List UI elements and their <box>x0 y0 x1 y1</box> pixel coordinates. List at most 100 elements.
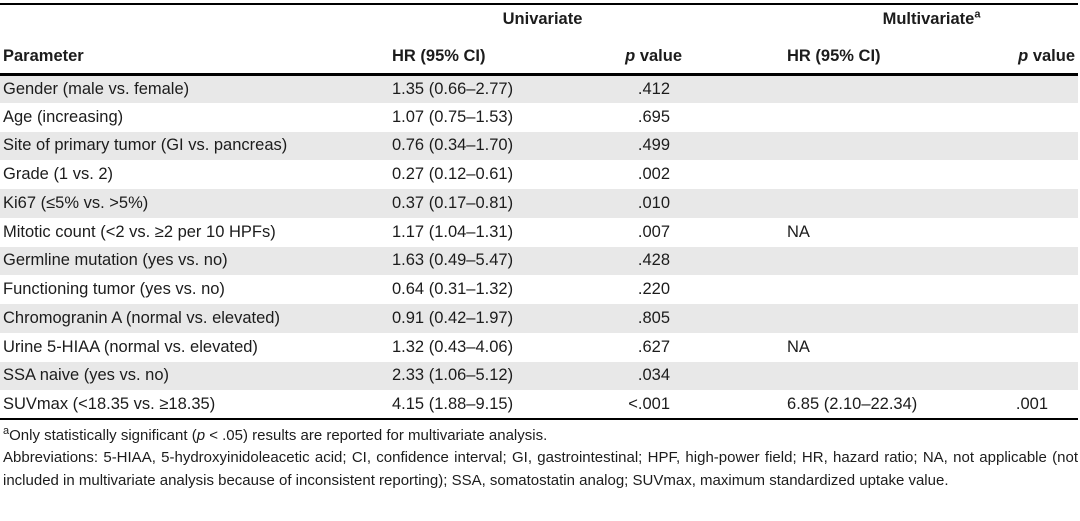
multivariate-hr-cell <box>785 247 955 276</box>
univariate-group-header: Univariate <box>390 4 695 40</box>
parameter-cell: Ki67 (≤5% vs. >5%) <box>3 193 149 212</box>
table-row: SUVmax (<18.35 vs. ≥18.35) 4.15 (1.88–9.1… <box>0 390 1078 419</box>
parameter-cell: Gender (male vs. female) <box>3 79 190 98</box>
multivariate-pvalue-column-header: p value <box>955 40 1078 74</box>
p-symbol: p <box>1018 46 1029 65</box>
multivariate-hr-cell: 6.85 (2.10–22.34) <box>787 394 918 413</box>
multivariate-p-cell <box>955 218 1078 247</box>
footnote-text: Only statistically significant ( <box>9 427 197 444</box>
p-symbol: p <box>625 46 636 65</box>
gap-cell <box>695 132 785 161</box>
multivariate-p-cell <box>955 160 1078 189</box>
abbreviations-footnote: Abbreviations: 5-HIAA, 5-hydroxyinidolea… <box>3 449 1078 489</box>
univariate-pvalue-column-header: p value <box>558 40 695 74</box>
footnote-marker: a <box>3 425 10 437</box>
gap-cell <box>695 103 785 132</box>
multivariate-hr-cell <box>785 304 955 333</box>
univariate-label: Univariate <box>502 10 583 28</box>
parameter-column-header: Parameter <box>3 46 84 65</box>
multivariate-p-cell <box>955 362 1078 391</box>
footnote-text: < .05) results are reported for multivar… <box>205 427 548 444</box>
multivariate-hr-cell <box>785 74 955 103</box>
parameter-cell: Mitotic count (<2 vs. ≥2 per 10 HPFs) <box>3 222 276 241</box>
univariate-p-cell: .695 <box>637 107 671 126</box>
univariate-p-cell: .220 <box>637 280 671 299</box>
multivariate-p-cell <box>955 74 1078 103</box>
table-row: Age (increasing) 1.07 (0.75–1.53) .695 <box>0 103 1078 132</box>
table-row: Urine 5-HIAA (normal vs. elevated) 1.32 (… <box>0 333 1078 362</box>
p-value-word: value <box>1028 46 1076 65</box>
multivariate-hr-cell <box>785 189 955 218</box>
table-row: SSA naive (yes vs. no) 2.33 (1.06–5.12) .0… <box>0 361 1079 391</box>
multivariate-p-cell <box>955 304 1078 333</box>
table-footnotes: aOnly statistically significant (p < .05… <box>0 425 1078 492</box>
table-row: Ki67 (≤5% vs. >5%) 0.37 (0.17–0.81) .010 <box>0 189 1079 218</box>
table-row: Functioning tumor (yes vs. no) 0.64 (0.31… <box>0 275 1078 304</box>
parameter-cell: Age (increasing) <box>3 107 124 126</box>
univariate-hr-cell: 2.33 (1.06–5.12) <box>392 366 514 385</box>
multivariate-group-header: Multivariatea <box>785 4 1078 40</box>
parameter-cell: Functioning tumor (yes vs. no) <box>3 280 225 299</box>
parameter-cell: Chromogranin A (normal vs. elevated) <box>3 308 280 327</box>
analysis-table-figure: Univariate Multivariatea Parameter HR (9… <box>0 3 1079 492</box>
parameter-cell: Urine 5-HIAA (normal vs. elevated) <box>3 337 258 356</box>
column-header-row: Parameter HR (95% CI) p value HR (95% CI… <box>0 40 1078 74</box>
table-row: Mitotic count (<2 vs. ≥2 per 10 HPFs) 1.1… <box>0 218 1078 247</box>
univariate-hr-cell: 0.64 (0.31–1.32) <box>392 280 514 299</box>
gap-header-cell <box>695 40 785 74</box>
univariate-hr-cell: 1.35 (0.66–2.77) <box>392 79 514 98</box>
gap-cell <box>695 218 785 247</box>
multivariate-hr-cell <box>785 362 955 391</box>
univariate-hr-cell: 0.91 (0.42–1.97) <box>392 308 514 327</box>
multivariate-p-cell <box>955 247 1078 276</box>
multivariate-hr-column-header: HR (95% CI) <box>787 46 881 65</box>
table-body: Gender (male vs. female) 1.35 (0.66–2.77)… <box>0 74 1079 419</box>
p-symbol: p <box>196 427 206 444</box>
gap-cell <box>695 390 785 419</box>
univariate-p-cell: .805 <box>637 308 671 327</box>
table-row: Grade (1 vs. 2) 0.27 (0.12–0.61) .002 <box>0 160 1078 189</box>
univariate-hr-cell: 1.63 (0.49–5.47) <box>392 251 514 270</box>
table-header: Univariate Multivariatea Parameter HR (9… <box>0 4 1079 74</box>
multivariate-p-cell <box>955 189 1078 218</box>
empty-corner-cell <box>0 4 390 40</box>
univariate-p-cell: .627 <box>637 337 671 356</box>
multivariate-hr-cell: NA <box>787 337 810 356</box>
hazard-ratio-table: Univariate Multivariatea Parameter HR (9… <box>0 3 1079 420</box>
univariate-p-cell: .428 <box>637 251 671 270</box>
univariate-hr-column-header: HR (95% CI) <box>392 46 486 65</box>
gap-header-cell <box>695 4 785 40</box>
table-row: Site of primary tumor (GI vs. pancreas) 0… <box>0 131 1079 161</box>
multivariate-hr-cell: NA <box>787 222 810 241</box>
multivariate-hr-cell <box>785 132 955 161</box>
univariate-hr-cell: 1.32 (0.43–4.06) <box>392 337 514 356</box>
multivariate-hr-cell <box>785 275 955 304</box>
gap-cell <box>695 362 785 391</box>
multivariate-p-cell <box>955 333 1078 362</box>
univariate-hr-cell: 0.37 (0.17–0.81) <box>392 193 514 212</box>
multivariate-hr-cell <box>785 160 955 189</box>
gap-cell <box>695 74 785 103</box>
p-value-word: value <box>635 46 683 65</box>
significance-footnote: aOnly statistically significant (p < .05… <box>3 425 1078 447</box>
multivariate-footnote-marker: a <box>974 8 981 21</box>
table-row: Gender (male vs. female) 1.35 (0.66–2.77)… <box>0 74 1079 103</box>
multivariate-p-cell <box>955 132 1078 161</box>
univariate-p-cell: .010 <box>637 193 671 212</box>
univariate-p-cell: .499 <box>637 136 671 155</box>
univariate-p-cell: .034 <box>637 366 671 385</box>
gap-cell <box>695 333 785 362</box>
parameter-cell: Site of primary tumor (GI vs. pancreas) <box>3 136 288 155</box>
multivariate-p-cell <box>955 275 1078 304</box>
univariate-hr-cell: 0.27 (0.12–0.61) <box>392 165 514 184</box>
parameter-cell: Grade (1 vs. 2) <box>3 165 114 184</box>
group-header-row: Univariate Multivariatea <box>0 4 1078 40</box>
univariate-hr-cell: 1.07 (0.75–1.53) <box>392 107 514 126</box>
univariate-hr-cell: 0.76 (0.34–1.70) <box>392 136 514 155</box>
gap-cell <box>695 304 785 333</box>
univariate-p-cell: .002 <box>637 165 671 184</box>
table-row: Chromogranin A (normal vs. elevated) 0.91… <box>0 304 1079 333</box>
parameter-cell: SSA naive (yes vs. no) <box>3 366 169 385</box>
gap-cell <box>695 189 785 218</box>
multivariate-p-cell <box>955 103 1078 132</box>
